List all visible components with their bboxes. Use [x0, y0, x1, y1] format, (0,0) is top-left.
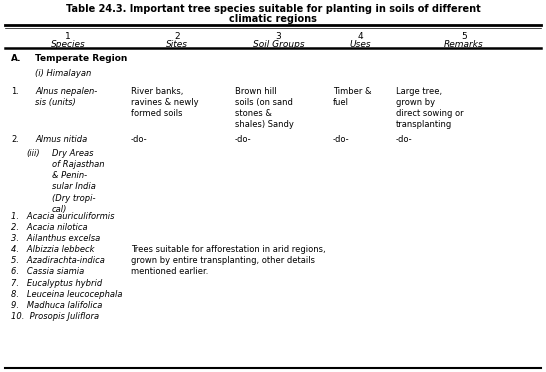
Text: -do-: -do-	[333, 135, 349, 144]
Text: 5.   Azadirachta-indica: 5. Azadirachta-indica	[11, 256, 105, 265]
Text: 1.   Acacia auriculiformis: 1. Acacia auriculiformis	[11, 212, 115, 221]
Text: 1: 1	[66, 32, 71, 41]
Text: (i) Himalayan: (i) Himalayan	[35, 69, 92, 78]
Text: 4: 4	[358, 32, 363, 41]
Text: Trees suitable for afforestation in arid regions,
grown by entire transplanting,: Trees suitable for afforestation in arid…	[131, 245, 325, 276]
Text: 8.   Leuceina leucocephala: 8. Leuceina leucocephala	[11, 290, 122, 299]
Text: Temperate Region: Temperate Region	[35, 54, 128, 63]
Text: 1.: 1.	[11, 87, 19, 96]
Text: River banks,
ravines & newly
formed soils: River banks, ravines & newly formed soil…	[131, 87, 199, 118]
Text: 10.  Prosopis Juliflora: 10. Prosopis Juliflora	[11, 312, 99, 321]
Text: 2.   Acacia nilotica: 2. Acacia nilotica	[11, 223, 87, 232]
Text: Sites: Sites	[167, 40, 188, 49]
Text: Soil Groups: Soil Groups	[253, 40, 304, 49]
Text: 4.   Albizzia lebbeck: 4. Albizzia lebbeck	[11, 245, 94, 254]
Text: (iii): (iii)	[26, 149, 40, 158]
Text: Remarks: Remarks	[444, 40, 484, 49]
Text: 2: 2	[175, 32, 180, 41]
Text: 3.   Ailanthus excelsa: 3. Ailanthus excelsa	[11, 234, 100, 243]
Text: Dry Areas
of Rajasthan
& Penin-
sular India
(Dry tropi-
cal): Dry Areas of Rajasthan & Penin- sular In…	[52, 149, 104, 214]
Text: -do-: -do-	[131, 135, 147, 144]
Text: Timber &
fuel: Timber & fuel	[333, 87, 372, 107]
Text: climatic regions: climatic regions	[229, 14, 317, 24]
Text: Uses: Uses	[349, 40, 371, 49]
Text: 2.: 2.	[11, 135, 19, 144]
Text: -do-: -do-	[235, 135, 251, 144]
Text: 5: 5	[461, 32, 467, 41]
Text: 3: 3	[276, 32, 281, 41]
Text: Almus nitida: Almus nitida	[35, 135, 88, 144]
Text: Table 24.3. Important tree species suitable for planting in soils of different: Table 24.3. Important tree species suita…	[66, 4, 480, 14]
Text: 6.   Cassia siamia: 6. Cassia siamia	[11, 267, 84, 276]
Text: -do-: -do-	[396, 135, 412, 144]
Text: A.: A.	[11, 54, 21, 63]
Text: Alnus nepalen-
sis (units): Alnus nepalen- sis (units)	[35, 87, 98, 107]
Text: 7.   Eucalyptus hybrid: 7. Eucalyptus hybrid	[11, 279, 102, 288]
Text: Species: Species	[51, 40, 86, 49]
Text: 9.   Madhuca lalifolica: 9. Madhuca lalifolica	[11, 301, 102, 310]
Text: Brown hill
soils (on sand
stones &
shales) Sandy: Brown hill soils (on sand stones & shale…	[235, 87, 294, 129]
Text: Large tree,
grown by
direct sowing or
transplanting: Large tree, grown by direct sowing or tr…	[396, 87, 464, 129]
